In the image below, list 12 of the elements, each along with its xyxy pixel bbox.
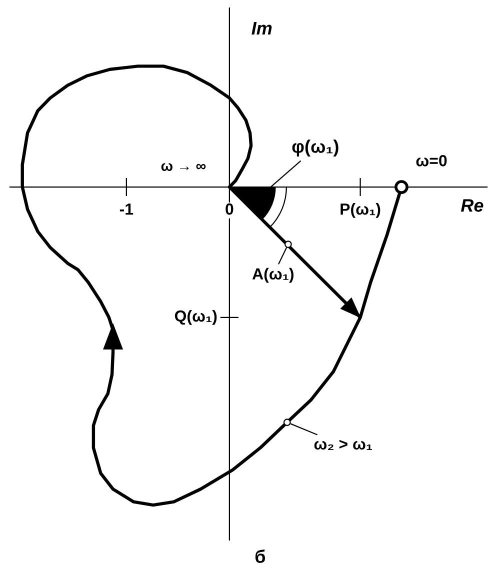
x-tick-label: -1 <box>120 204 134 215</box>
annotation: ω=0 <box>416 155 447 166</box>
annotation: ω → ∞ <box>161 162 206 171</box>
x-axis-title: Re <box>460 199 484 212</box>
annotation: ω₂ > ω₁ <box>314 440 372 450</box>
y-axis-title: Im <box>252 22 272 34</box>
annotation: Q(ω₁) <box>174 310 217 325</box>
annotation: A(ω₁) <box>252 268 294 283</box>
annotation: φ(ω₁) <box>292 140 338 156</box>
text: б <box>255 549 266 563</box>
x-tick-label: 0 <box>226 203 234 215</box>
x-tick-label: P(ω₁) <box>340 203 380 218</box>
